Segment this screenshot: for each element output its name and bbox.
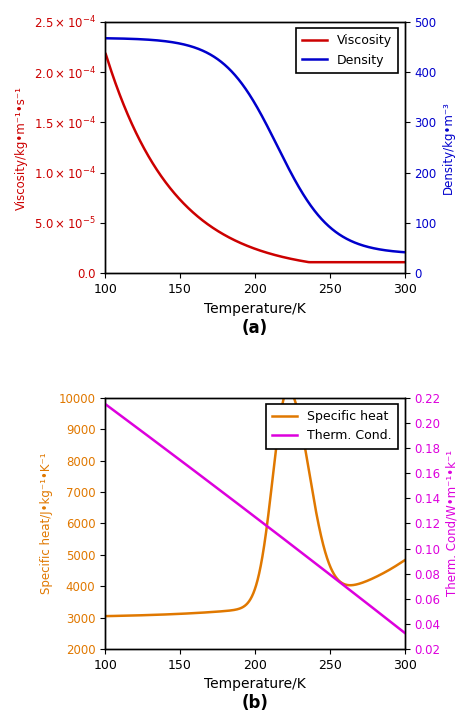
Legend: Viscosity, Density: Viscosity, Density [296,28,398,73]
Viscosity [230,235,236,244]
Line: Density: Density [105,39,405,252]
Viscosity [308,258,314,266]
Density [402,248,408,256]
Specific heat [402,556,408,565]
Y-axis label: Specific heat/J•kg⁻¹•K⁻¹: Specific heat/J•kg⁻¹•K⁻¹ [40,453,53,594]
Legend: Specific heat, Therm. Cond.: Specific heat, Therm. Cond. [266,404,398,448]
Therm. Cond. [154,438,160,447]
Viscosity [402,258,408,266]
Line: Therm. Cond.: Therm. Cond. [105,404,405,633]
Specific heat [364,577,369,585]
Density [102,34,108,43]
Specific heat [154,610,160,619]
Specific heat [217,607,223,616]
Viscosity [154,166,160,175]
Y-axis label: Density/kg•m⁻³: Density/kg•m⁻³ [442,101,455,194]
Density [364,242,369,251]
Density [396,248,401,256]
Specific heat [137,611,142,620]
Viscosity [137,135,142,143]
Line: Viscosity: Viscosity [105,53,405,262]
Therm. Cond. [402,628,408,637]
Therm. Cond. [217,486,223,494]
Specific heat [285,385,291,394]
Viscosity [396,258,401,266]
Therm. Cond. [364,598,369,607]
Line: Specific heat: Specific heat [105,389,405,616]
X-axis label: Temperature/K: Temperature/K [204,301,306,315]
Y-axis label: Therm. Cond/W•m⁻¹•k⁻¹: Therm. Cond/W•m⁻¹•k⁻¹ [446,451,459,596]
Density [217,57,223,66]
Text: (b): (b) [241,695,268,713]
Viscosity [217,228,223,237]
Specific heat [396,560,401,569]
Density [230,68,236,77]
Therm. Cond. [230,496,236,505]
Y-axis label: Viscosity/kg•m⁻¹•s⁻¹: Viscosity/kg•m⁻¹•s⁻¹ [15,85,28,210]
Viscosity [364,258,369,266]
Therm. Cond. [102,400,108,408]
Therm. Cond. [137,425,142,434]
X-axis label: Temperature/K: Temperature/K [204,678,306,692]
Therm. Cond. [396,624,401,633]
Viscosity [102,49,108,58]
Text: (a): (a) [242,319,268,336]
Specific heat [230,606,236,614]
Density [154,36,160,44]
Density [137,35,142,44]
Specific heat [102,612,108,620]
